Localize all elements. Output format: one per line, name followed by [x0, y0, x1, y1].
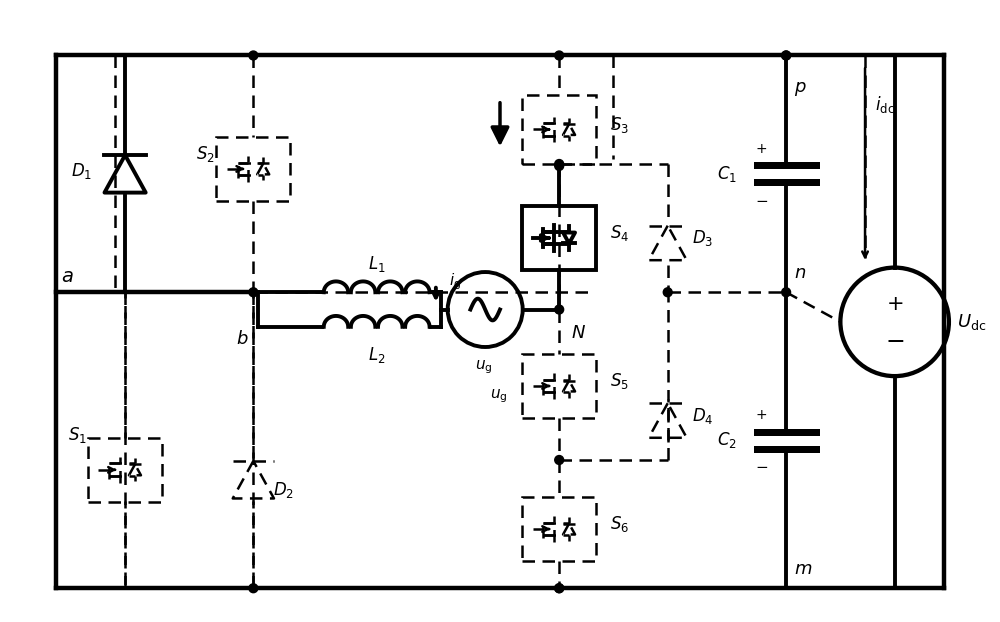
- Circle shape: [249, 51, 258, 60]
- Circle shape: [555, 160, 564, 169]
- Text: $D_2$: $D_2$: [273, 480, 294, 499]
- Text: $u_{\mathrm{g}}$: $u_{\mathrm{g}}$: [475, 359, 493, 376]
- Text: $D_4$: $D_4$: [692, 406, 714, 425]
- Bar: [522, 206, 596, 270]
- Bar: [216, 137, 290, 201]
- Text: $i_{\mathrm{dc}}$: $i_{\mathrm{dc}}$: [875, 95, 895, 115]
- Text: $C_2$: $C_2$: [717, 430, 737, 450]
- Text: $+$: $+$: [755, 409, 768, 422]
- Circle shape: [249, 288, 258, 297]
- Bar: [522, 95, 596, 164]
- Text: $-$: $-$: [755, 192, 768, 207]
- Text: $N$: $N$: [571, 324, 586, 342]
- Circle shape: [555, 584, 564, 593]
- Text: $D_3$: $D_3$: [692, 228, 714, 248]
- Text: $+$: $+$: [755, 142, 768, 156]
- Circle shape: [249, 584, 258, 593]
- Circle shape: [555, 305, 564, 314]
- Text: $+$: $+$: [886, 294, 903, 314]
- Text: $-$: $-$: [755, 458, 768, 473]
- Text: $S_1$: $S_1$: [68, 425, 87, 445]
- Text: $C_1$: $C_1$: [717, 164, 737, 184]
- Text: $L_2$: $L_2$: [368, 345, 385, 364]
- Text: $p$: $p$: [794, 80, 807, 98]
- Circle shape: [782, 51, 791, 60]
- Circle shape: [555, 584, 564, 593]
- Text: $D_1$: $D_1$: [71, 161, 92, 181]
- Text: $i_{\mathrm{g}}$: $i_{\mathrm{g}}$: [449, 272, 461, 292]
- Text: $b$: $b$: [236, 330, 248, 348]
- Bar: [522, 354, 596, 418]
- Text: $a$: $a$: [61, 267, 74, 286]
- Text: $u_{\mathrm{g}}$: $u_{\mathrm{g}}$: [490, 387, 508, 405]
- Circle shape: [663, 288, 672, 297]
- Text: $n$: $n$: [794, 264, 806, 282]
- Circle shape: [555, 455, 564, 465]
- Circle shape: [555, 162, 564, 170]
- Circle shape: [782, 51, 791, 60]
- Text: $L_1$: $L_1$: [368, 254, 385, 274]
- Text: $S_4$: $S_4$: [610, 223, 630, 243]
- Circle shape: [782, 288, 791, 297]
- Circle shape: [555, 51, 564, 60]
- Text: $S_2$: $S_2$: [196, 144, 215, 164]
- Text: $-$: $-$: [885, 328, 904, 351]
- Text: $S_3$: $S_3$: [610, 114, 630, 134]
- Text: $U_{\mathrm{dc}}$: $U_{\mathrm{dc}}$: [957, 312, 986, 332]
- Text: $S_6$: $S_6$: [610, 514, 630, 534]
- Bar: [88, 438, 162, 502]
- Text: $m$: $m$: [794, 560, 812, 578]
- Bar: [522, 497, 596, 561]
- Text: $S_5$: $S_5$: [610, 371, 629, 391]
